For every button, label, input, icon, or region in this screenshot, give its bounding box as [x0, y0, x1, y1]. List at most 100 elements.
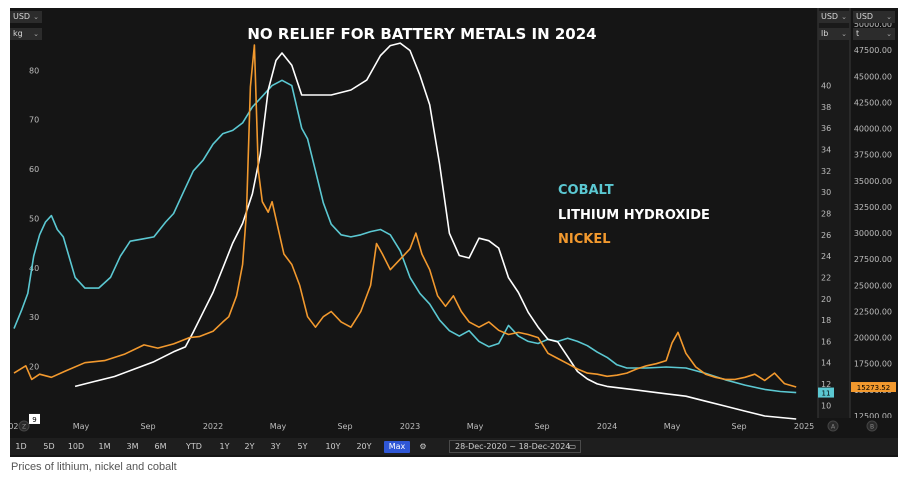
mid-axis-tick-label: 24 [821, 252, 831, 261]
x-axis-tick-label: 2025 [794, 422, 814, 431]
date-range-text: 28-Dec-2020 ~ 18-Dec-2024 [455, 442, 571, 451]
mid-axis-tick-label: 40 [821, 82, 831, 91]
right-axis-tick-label: 20000.00 [854, 334, 892, 343]
mid-axis-tick-label: 38 [821, 103, 831, 112]
right-axis-tick-label: 47500.00 [854, 46, 892, 55]
range-button-3y[interactable]: 3Y [270, 442, 281, 451]
right-axis-tick-label: 50000.00 [854, 20, 892, 29]
range-button-1m[interactable]: 1M [98, 442, 111, 451]
x-axis-tick-label: 021 [10, 422, 24, 431]
x-axis-tick-label: May [467, 422, 484, 431]
range-toolbar: 1D 5D 10D 1M 3M 6M YTD 1Y 2Y 3Y 5Y 10Y 20Y Max ⚙ 28-D… [10, 438, 898, 455]
range-button-3m[interactable]: 3M [126, 442, 139, 451]
right-axis-tick-label: 27500.00 [854, 255, 892, 264]
right-axis-tick-label: 30000.00 [854, 229, 892, 238]
x-axis-tick-label: May [73, 422, 90, 431]
range-button-10y[interactable]: 10Y [325, 442, 341, 451]
right-axis-tick-label: 37500.00 [854, 151, 892, 160]
left-axis-tick-label: 30 [29, 313, 39, 322]
date-range-field[interactable]: 28-Dec-2020 ~ 18-Dec-2024 ▭ [449, 440, 581, 453]
chevron-down-icon: ⌄ [841, 13, 847, 21]
range-button-10d[interactable]: 10D [67, 442, 85, 451]
mid-axis-tick-label: 18 [821, 316, 831, 325]
right-axis-tick-label: 25000.00 [854, 281, 892, 290]
right-last-value-badge [851, 382, 896, 393]
mid-axis-tick-label: 36 [821, 124, 831, 133]
x-axis-tick-label: 2024 [597, 422, 617, 431]
chevron-down-icon: ⌄ [33, 30, 39, 38]
price-chart: 2030405060708010121416182022242628303234… [10, 8, 898, 438]
mid-axis-tick-label: 10 [821, 401, 831, 410]
mid-unit-select[interactable]: lb ⌄ [818, 28, 850, 40]
left-last-value-badge [29, 413, 40, 424]
range-button-1y[interactable]: 1Y [219, 442, 230, 451]
range-button-20y[interactable]: 20Y [356, 442, 372, 451]
mid-axis-mode-button-label: A [831, 424, 836, 431]
x-axis-tick-label: Sep [732, 422, 747, 431]
range-button-1d[interactable]: 1D [15, 442, 27, 451]
mid-axis-tick-label: 14 [821, 359, 831, 368]
left-axis-tick-label: 80 [29, 66, 39, 75]
chart-title: NO RELIEF FOR BATTERY METALS IN 2024 [247, 25, 596, 43]
mid-axis-tick-label: 34 [821, 146, 831, 155]
chevron-down-icon: ⌄ [841, 30, 847, 38]
left-axis-mode-button-label: Z [22, 424, 26, 431]
range-button-6m[interactable]: 6M [154, 442, 167, 451]
right-currency-value: USD [856, 12, 874, 21]
series-line-lithium-hydroxide [74, 42, 797, 420]
right-axis-tick-label: 40000.00 [854, 125, 892, 134]
left-currency-select[interactable]: USD ⌄ [10, 11, 42, 23]
right-axis-tick-label: 42500.00 [854, 98, 892, 107]
left-axis-tick-label: 40 [29, 264, 39, 273]
mid-currency-select[interactable]: USD ⌄ [818, 11, 850, 23]
x-axis-band [10, 418, 898, 438]
figure-caption: Prices of lithium, nickel and cobalt [11, 461, 177, 473]
x-axis-tick-label: 2023 [400, 422, 420, 431]
left-unit-value: kg [13, 29, 23, 38]
right-axis-tick-label: 45000.00 [854, 72, 892, 81]
mid-axis-tick-label: 26 [821, 231, 831, 240]
left-axis-tick-label: 70 [29, 116, 39, 125]
series-line-nickel [13, 44, 797, 388]
series-line-cobalt [13, 79, 797, 394]
left-currency-value: USD [13, 12, 31, 21]
mid-axis-column [818, 8, 850, 438]
mid-axis-tick-label: 30 [821, 188, 831, 197]
mid-last-value-badge [818, 387, 834, 398]
legend-cobalt: COBALT [558, 183, 614, 198]
x-axis-tick-label: May [270, 422, 287, 431]
mid-axis-mode-button[interactable] [827, 420, 839, 432]
mid-axis-tick-label: 12 [821, 380, 831, 389]
right-last-value-label: 15273.52 [857, 384, 890, 392]
right-axis-mode-button-label: B [870, 424, 874, 431]
range-button-2y[interactable]: 2Y [244, 442, 255, 451]
legend-nickel: NICKEL [558, 232, 611, 247]
plot-area [14, 11, 810, 416]
x-axis-tick-label: 2022 [203, 422, 223, 431]
mid-last-value-label: 11 [822, 390, 831, 398]
mid-axis-tick-label: 22 [821, 273, 831, 282]
right-currency-select[interactable]: USD ⌄ [853, 11, 895, 23]
chevron-down-icon: ⌄ [886, 13, 892, 21]
range-button-ytd[interactable]: YTD [186, 442, 202, 451]
right-axis-tick-label: 12500.00 [854, 412, 892, 421]
range-button-max[interactable]: Max [384, 441, 410, 453]
mid-axis-tick-label: 16 [821, 337, 831, 346]
x-axis-tick-label: Sep [337, 422, 352, 431]
chart-window: 20 30 40 50 60 70 80 10 12 14 16 18 20 22 24 26 28 30 32 34… [10, 8, 898, 457]
right-axis-mode-button[interactable] [866, 420, 878, 432]
right-axis-column [850, 8, 898, 438]
mid-currency-value: USD [821, 12, 839, 21]
right-unit-value: t [856, 29, 860, 38]
range-button-5y[interactable]: 5Y [297, 442, 308, 451]
left-axis-tick-label: 50 [29, 214, 39, 223]
range-button-5d[interactable]: 5D [43, 442, 55, 451]
left-axis-mode-button[interactable] [18, 420, 30, 432]
mid-axis-tick-label: 32 [821, 167, 831, 176]
right-axis-tick-label: 35000.00 [854, 177, 892, 186]
left-unit-select[interactable]: kg ⌄ [10, 28, 42, 40]
left-last-value-label: 9 [32, 416, 36, 424]
settings-gear-icon[interactable]: ⚙ [419, 442, 427, 451]
x-axis-tick-label: May [664, 422, 681, 431]
right-unit-select[interactable]: t ⌄ [853, 28, 895, 40]
